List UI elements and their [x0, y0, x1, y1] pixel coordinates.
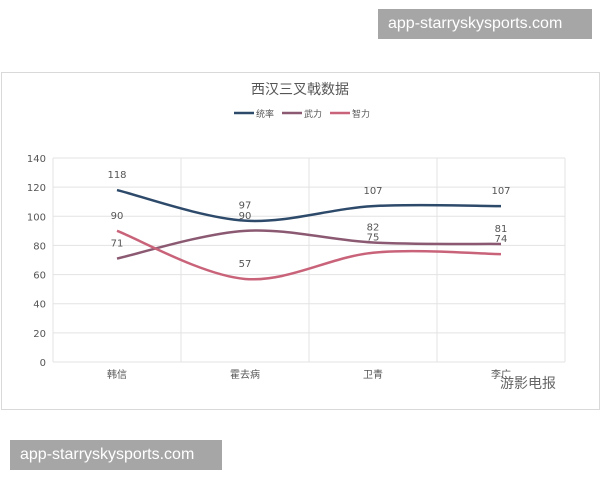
data-label: 107 [363, 186, 382, 197]
y-tick-label: 100 [27, 212, 46, 223]
y-tick-label: 140 [27, 154, 46, 165]
legend-label: 武力 [304, 108, 322, 120]
data-label: 71 [111, 239, 124, 250]
series: 118 97 107 107 71 90 82 81 90 57 75 74 [107, 170, 511, 281]
data-label: 97 [239, 201, 252, 212]
x-tick-label: 李广 [491, 368, 511, 381]
y-tick-label: 0 [40, 358, 46, 369]
watermark-bottom: app-starryskysports.com [10, 440, 222, 470]
data-label: 90 [239, 211, 252, 222]
data-label: 75 [367, 233, 380, 244]
y-tick-label: 20 [33, 329, 46, 340]
series-line-统率 [116, 188, 502, 223]
data-label: 82 [367, 223, 380, 234]
series-line-智力 [116, 229, 502, 281]
chart-title: 西汉三叉戟数据 [251, 82, 349, 98]
brand-watermark: 游影电报 [500, 376, 556, 392]
y-tick-label: 40 [33, 300, 46, 311]
legend-label: 统率 [256, 108, 274, 120]
data-label: 57 [239, 259, 252, 270]
legend-label: 智力 [352, 108, 370, 120]
series-line-武力 [116, 229, 502, 260]
y-tick-label: 60 [33, 271, 46, 282]
x-tick-label: 韩信 [107, 368, 127, 381]
data-label: 74 [495, 234, 508, 245]
grid: 0 20 40 60 80 100 120 140 韩信 霍去病 卫青 李广 [27, 154, 566, 381]
watermark-top: app-starryskysports.com [378, 9, 592, 39]
legend: 统率 武力 智力 [234, 108, 370, 120]
x-tick-label: 卫青 [363, 368, 383, 381]
x-tick-label: 霍去病 [230, 368, 260, 381]
data-label: 90 [111, 211, 124, 222]
data-label: 118 [107, 170, 126, 181]
data-label: 81 [495, 224, 508, 235]
y-tick-label: 120 [27, 183, 46, 194]
y-tick-label: 80 [33, 241, 46, 252]
data-label: 107 [491, 186, 510, 197]
